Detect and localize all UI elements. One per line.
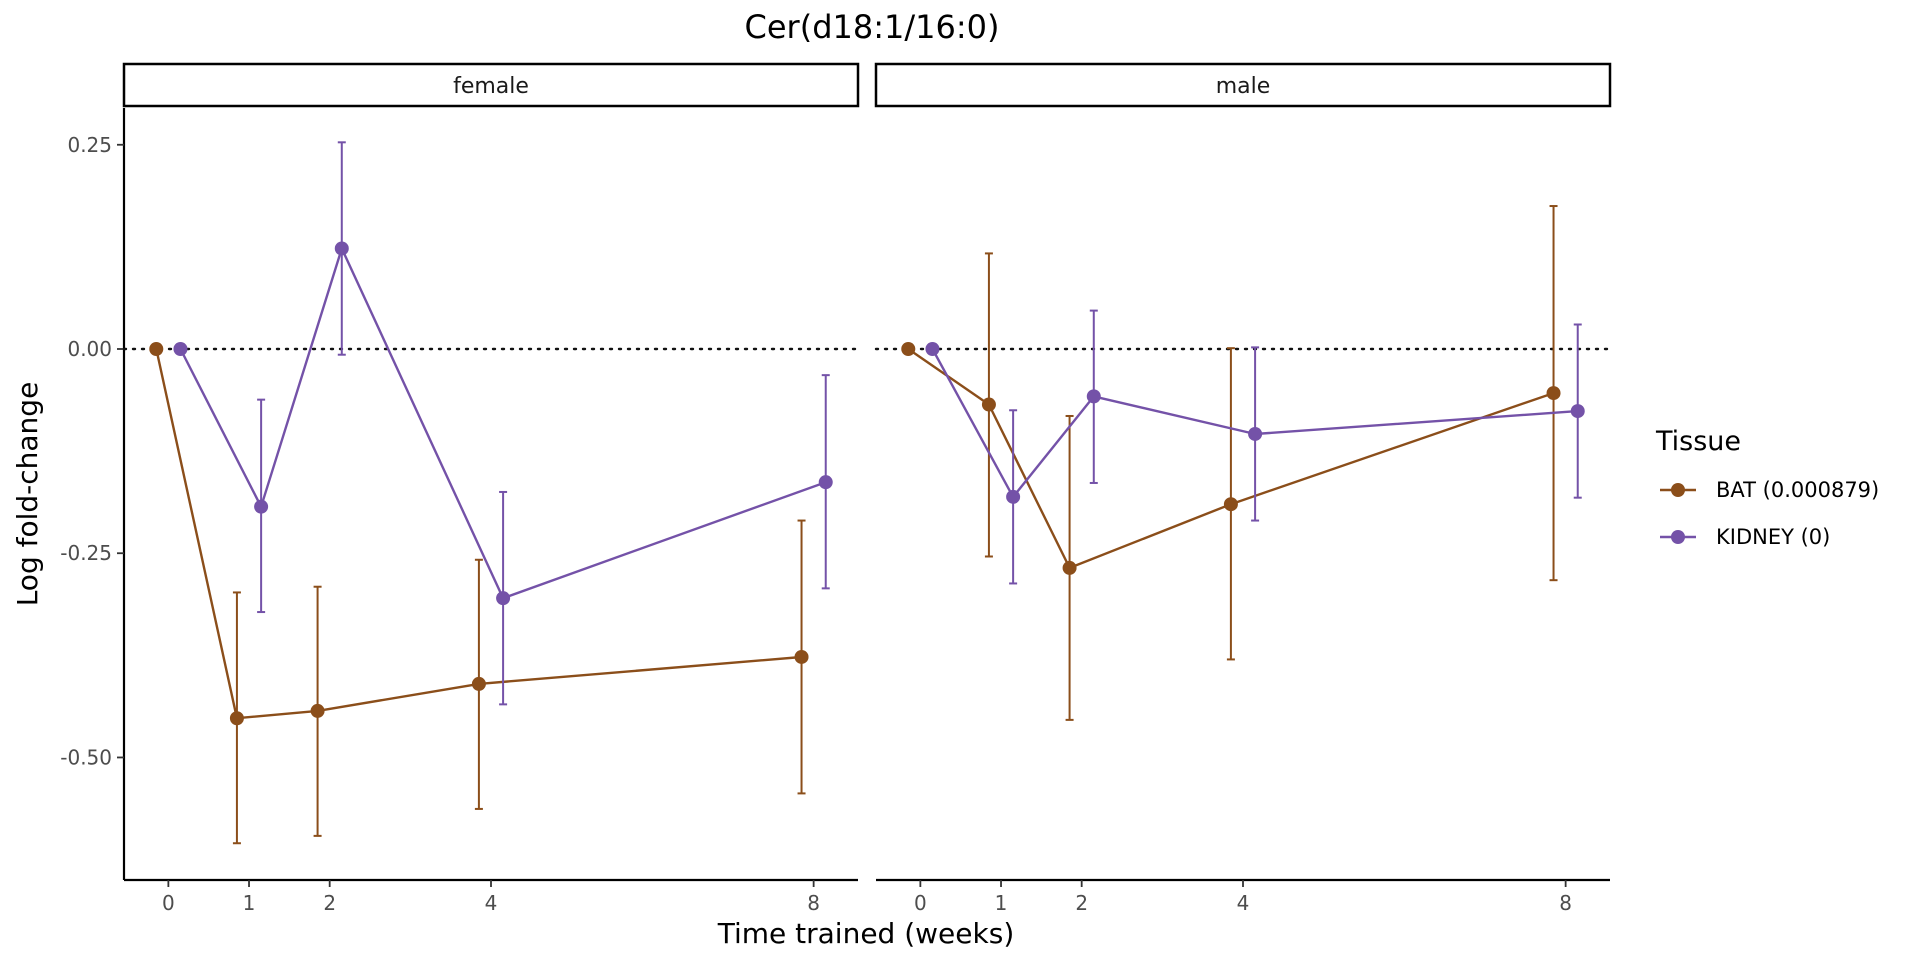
data-point (901, 341, 916, 356)
legend: Tissue BAT (0.000879) KIDNEY (0) (1655, 426, 1879, 549)
series-bat (149, 341, 809, 845)
data-point (496, 591, 511, 606)
facet-strip (874, 62, 1612, 108)
data-point (794, 649, 809, 664)
panel-female: female 0.25 0.00 -0.25 -0.50 0 1 2 4 8 (60, 62, 860, 915)
x-tick-label: 4 (485, 891, 498, 915)
x-tick-label: 2 (323, 891, 336, 915)
legend-key-point (1671, 530, 1685, 544)
y-tick-label: -0.25 (60, 541, 112, 565)
data-point (334, 241, 349, 256)
x-tick-label: 2 (1075, 891, 1088, 915)
facet-strip (122, 62, 860, 108)
y-axis-title: Log fold-change (11, 382, 44, 607)
panel-male: male 0 1 2 4 8 (874, 62, 1612, 915)
legend-entries: BAT (0.000879) KIDNEY (0) (1660, 478, 1879, 549)
data-point (1086, 389, 1101, 404)
y-tick-label: 0.00 (67, 337, 112, 361)
data-point (149, 341, 164, 356)
x-tick-label: 8 (1559, 891, 1572, 915)
data-point (818, 475, 833, 490)
data-point (1062, 560, 1077, 575)
series-kidney (925, 309, 1585, 585)
x-tick-label: 4 (1237, 891, 1250, 915)
y-tick-label: 0.25 (67, 133, 112, 157)
chart-title: Cer(d18:1/16:0) (745, 8, 1000, 46)
data-point (1248, 426, 1263, 441)
data-point (981, 397, 996, 412)
facet-strip-label: male (1216, 74, 1271, 99)
data-point (471, 676, 486, 691)
series-kidney (173, 141, 833, 706)
data-point (925, 341, 940, 356)
data-point (254, 499, 269, 514)
data-point (173, 341, 188, 356)
x-tick-label: 0 (162, 891, 175, 915)
x-tick-label: 1 (243, 891, 256, 915)
legend-key-point (1671, 483, 1685, 497)
data-point (1546, 386, 1561, 401)
data-point (229, 711, 244, 726)
x-tick-label: 8 (807, 891, 820, 915)
panels-layer: female 0.25 0.00 -0.25 -0.50 0 1 2 4 8 male 0 1 2 4 8 (60, 62, 1612, 915)
x-tick-label: 0 (914, 891, 927, 915)
data-point (1223, 497, 1238, 512)
y-tick-label: -0.50 (60, 745, 112, 769)
data-point (1006, 489, 1021, 504)
series-bat (901, 205, 1561, 721)
legend-label: BAT (0.000879) (1716, 478, 1879, 502)
facet-strip-label: female (453, 74, 529, 99)
legend-label: KIDNEY (0) (1716, 525, 1830, 549)
data-point (1570, 404, 1585, 419)
x-tick-label: 1 (995, 891, 1008, 915)
data-point (310, 703, 325, 718)
legend-title: Tissue (1655, 426, 1741, 457)
x-axis-title: Time trained (weeks) (717, 917, 1015, 950)
